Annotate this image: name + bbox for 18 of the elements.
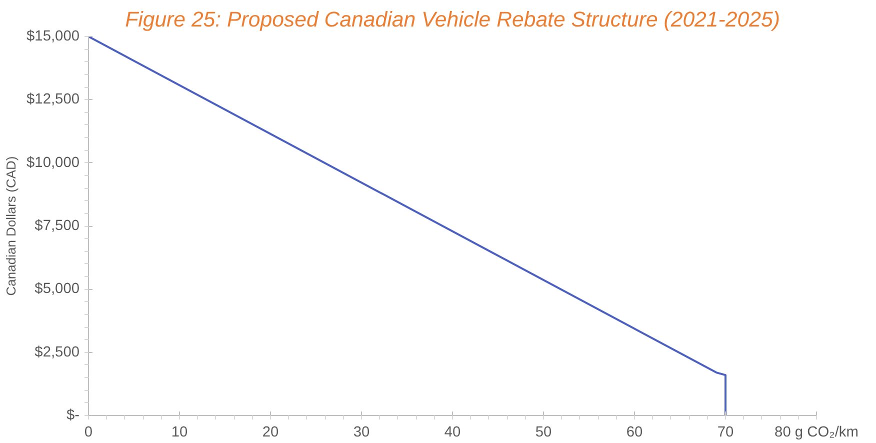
y-tick-label: $2,500: [34, 344, 80, 360]
x-tick-label: 0: [84, 424, 93, 440]
y-tick-label: $12,500: [26, 92, 80, 108]
x-tick-label: 60: [626, 424, 643, 440]
y-tick-label: $5,000: [34, 281, 80, 298]
x-tick-label: 80 g CO₂/km: [774, 424, 858, 440]
y-tick-label: $15,000: [26, 28, 80, 44]
y-tick-label: $10,000: [26, 154, 80, 171]
x-tick-label: 10: [171, 424, 188, 440]
x-tick-label: 70: [717, 424, 734, 440]
y-tick-label: $7,500: [34, 218, 80, 234]
x-tick-label: 50: [535, 424, 552, 440]
x-tick-label: 20: [262, 424, 279, 440]
x-tick-label: 40: [444, 424, 461, 440]
chart-title: Figure 25: Proposed Canadian Vehicle Rebate Structure (2021-2025): [125, 8, 780, 32]
y-axis-title: Canadian Dollars (CAD): [4, 156, 19, 296]
y-tick-label: $-: [66, 408, 80, 424]
x-tick-label: 30: [353, 424, 370, 440]
